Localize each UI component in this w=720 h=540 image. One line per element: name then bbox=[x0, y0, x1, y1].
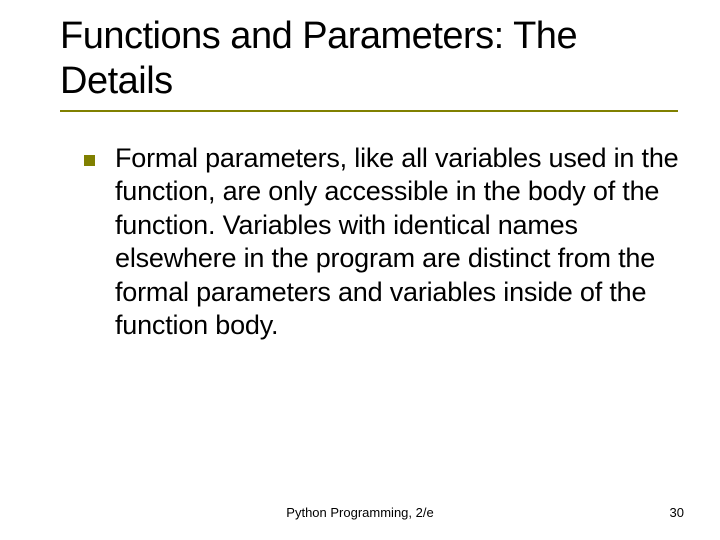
title-underline bbox=[60, 110, 678, 112]
page-number: 30 bbox=[670, 505, 684, 520]
slide-body: Formal parameters, like all variables us… bbox=[60, 142, 680, 343]
footer-center-text: Python Programming, 2/e bbox=[286, 505, 433, 520]
bullet-item: Formal parameters, like all variables us… bbox=[84, 142, 680, 343]
slide: Functions and Parameters: The Details Fo… bbox=[0, 0, 720, 540]
body-text: Formal parameters, like all variables us… bbox=[115, 142, 680, 343]
slide-title: Functions and Parameters: The Details bbox=[60, 14, 680, 104]
square-bullet-icon bbox=[84, 155, 95, 166]
